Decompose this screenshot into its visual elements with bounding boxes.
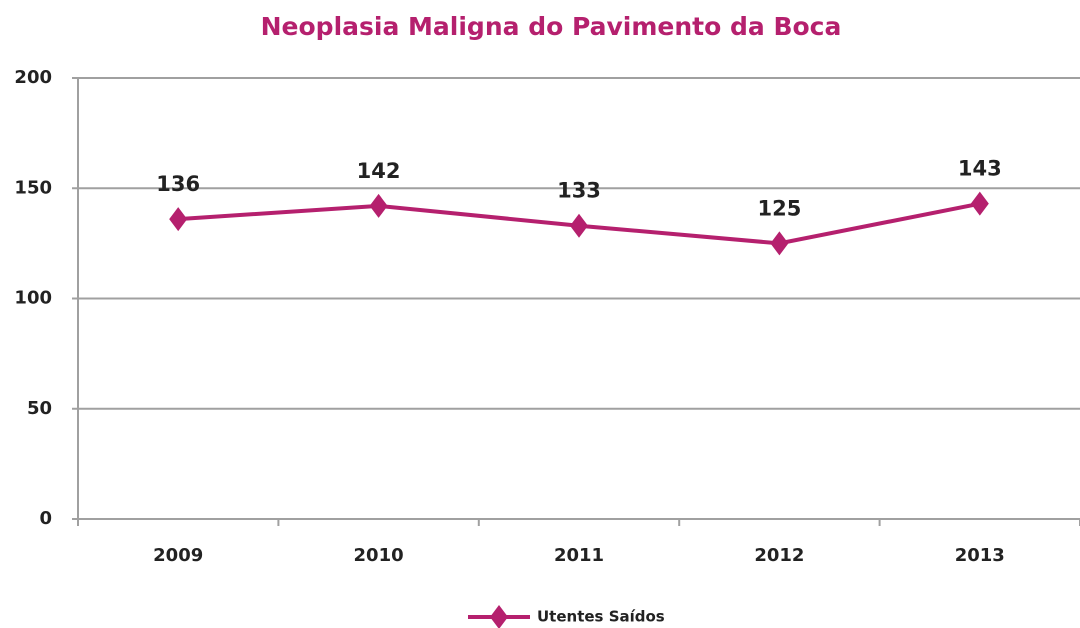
x-tick-label: 2011: [554, 545, 604, 566]
y-tick-label: 50: [27, 398, 52, 419]
x-tick-label: 2009: [153, 545, 203, 566]
marker: [970, 191, 989, 216]
y-tick-label: 100: [14, 288, 52, 309]
data-label: 142: [357, 159, 401, 183]
data-label: 133: [557, 179, 601, 203]
y-tick-label: 200: [14, 67, 52, 88]
data-label: 125: [757, 196, 801, 220]
legend-marker: [490, 605, 508, 628]
x-tick-label: 2010: [354, 545, 404, 566]
marker: [770, 231, 789, 256]
legend-label: Utentes Saídos: [537, 608, 665, 626]
y-tick-label: 0: [39, 508, 52, 529]
x-tick-label: 2012: [754, 545, 804, 566]
x-tick-label: 2013: [955, 545, 1005, 566]
marker: [570, 213, 588, 238]
chart-title: Neoplasia Maligna do Pavimento da Boca: [261, 12, 842, 41]
data-label: 143: [958, 157, 1002, 181]
marker: [369, 193, 388, 218]
marker: [169, 207, 188, 232]
data-label: 136: [156, 172, 200, 196]
y-tick-label: 150: [14, 177, 52, 198]
